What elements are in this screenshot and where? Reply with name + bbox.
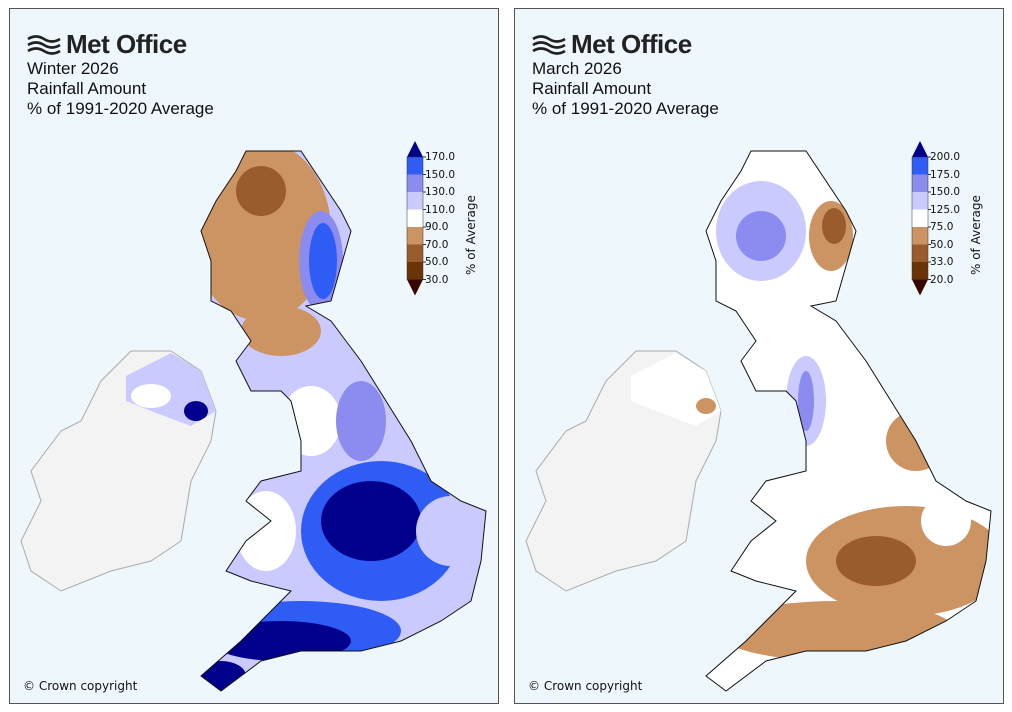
title-variable: Rainfall Amount xyxy=(27,79,147,98)
colorbar-extend-max xyxy=(407,141,423,157)
colorbar-tick-label: 200.0 xyxy=(930,151,961,163)
colorbar-tick-label: 70.0 xyxy=(425,238,449,251)
logo-text: Met Office xyxy=(66,29,187,59)
colorbar-segment xyxy=(407,157,423,175)
colorbar-extend-min xyxy=(407,279,423,296)
colorbar-segment xyxy=(912,192,928,210)
colorbar-tick-label: 20.0 xyxy=(930,273,954,286)
met-office-logo: Met Office xyxy=(531,29,692,60)
colorbar-tick-label: 130.0 xyxy=(425,186,456,198)
colorbar-tick-label: 175.0 xyxy=(930,168,961,181)
colorbar-segment xyxy=(912,174,928,192)
title-period: Winter 2026 xyxy=(27,59,119,78)
colorbar-segment xyxy=(912,227,928,245)
met-office-logo: Met Office xyxy=(26,29,187,60)
copyright-text: © Crown copyright xyxy=(528,679,643,693)
colorbar-segment xyxy=(912,262,928,280)
title-period: March 2026 xyxy=(532,59,622,78)
colorbar-tick-label: 75.0 xyxy=(930,221,954,233)
uk-rainfall-map xyxy=(525,150,992,692)
colorbar-axis-label: % of Average xyxy=(969,195,983,275)
winter-rainfall-map-panel: Met Office Winter 2026 Rainfall Amount %… xyxy=(9,8,499,704)
colorbar-segment xyxy=(912,157,928,175)
colorbar-tick-label: 150.0 xyxy=(425,168,456,181)
march-rainfall-map-panel: Met Office March 2026 Rainfall Amount % … xyxy=(514,8,1004,704)
map-title: March 2026 Rainfall Amount % of 1991-202… xyxy=(532,59,719,119)
colorbar-tick-label: 50.0 xyxy=(425,256,449,268)
colorbar-tick-label: 30.0 xyxy=(425,273,449,286)
colorbar-legend xyxy=(406,141,426,296)
colorbar-segment xyxy=(407,227,423,245)
title-units: % of 1991-2020 Average xyxy=(532,99,719,118)
colorbar-outline xyxy=(911,156,929,280)
colorbar-tick-label: 33.0 xyxy=(930,256,954,268)
met-office-wave-icon xyxy=(532,34,566,55)
colorbar-legend xyxy=(911,141,931,296)
colorbar-segment xyxy=(407,262,423,280)
colorbar-tick-label: 125.0 xyxy=(930,203,961,216)
title-variable: Rainfall Amount xyxy=(532,79,652,98)
colorbar-axis-label: % of Average xyxy=(464,195,478,275)
colorbar-segment xyxy=(912,209,928,227)
map-title: Winter 2026 Rainfall Amount % of 1991-20… xyxy=(27,59,214,119)
colorbar-segment xyxy=(407,174,423,192)
colorbar-tick-label: 50.0 xyxy=(930,238,954,251)
copyright-text: © Crown copyright xyxy=(23,679,138,693)
colorbar-segment xyxy=(407,192,423,210)
colorbar-tick-label: 150.0 xyxy=(930,186,961,198)
colorbar-segment xyxy=(407,209,423,227)
uk-rainfall-map xyxy=(20,150,487,692)
colorbar-extend-max xyxy=(912,141,928,157)
logo-text: Met Office xyxy=(571,29,692,59)
colorbar-segment xyxy=(912,244,928,262)
colorbar-segment xyxy=(407,244,423,262)
colorbar-tick-label: 170.0 xyxy=(425,151,456,163)
colorbar-tick-label: 90.0 xyxy=(425,221,449,233)
colorbar-outline xyxy=(406,156,424,280)
title-units: % of 1991-2020 Average xyxy=(27,99,214,118)
colorbar-extend-min xyxy=(912,279,928,296)
met-office-wave-icon xyxy=(27,34,61,55)
colorbar-tick-label: 110.0 xyxy=(425,203,456,216)
